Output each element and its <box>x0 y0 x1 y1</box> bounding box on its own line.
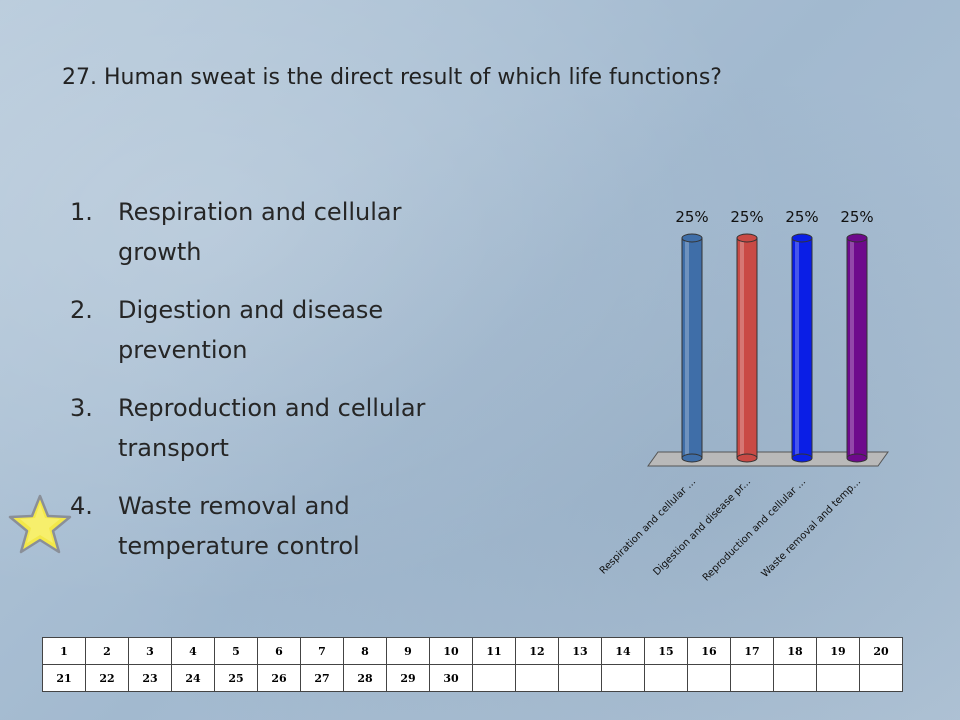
option-text: Digestion and disease prevention <box>118 296 384 364</box>
chart-data-label: 25% <box>840 208 873 226</box>
option-text: Reproduction and cellular transport <box>118 394 426 462</box>
question-title: 27. Human sweat is the direct result of … <box>62 65 722 90</box>
grid-cell <box>730 664 774 692</box>
grid-cell: 10 <box>429 637 473 665</box>
grid-cell <box>859 664 903 692</box>
grid-cell: 6 <box>257 637 301 665</box>
chart-category-label: Respiration and cellular ... <box>598 476 698 576</box>
grid-cell: 4 <box>171 637 215 665</box>
grid-cell: 5 <box>214 637 258 665</box>
grid-cell <box>515 664 559 692</box>
option-number: 1. <box>70 198 93 226</box>
grid-cell: 15 <box>644 637 688 665</box>
grid-cell: 27 <box>300 664 344 692</box>
grid-cell: 23 <box>128 664 172 692</box>
grid-cell: 29 <box>386 664 430 692</box>
chart-category-label: Reproduction and cellular ... <box>701 476 808 583</box>
grid-cell: 8 <box>343 637 387 665</box>
chart-data-label: 25% <box>675 208 708 226</box>
option-number: 2. <box>70 296 93 324</box>
grid-row: 21 22 23 24 25 26 27 28 29 30 <box>42 664 903 692</box>
chart-category-label: Digestion and disease pr... <box>651 476 753 578</box>
grid-cell: 25 <box>214 664 258 692</box>
grid-cell: 26 <box>257 664 301 692</box>
response-grid: 1 2 3 4 5 6 7 8 9 10 11 12 13 14 15 16 17 18 19 20 21 22 23 24 2… <box>42 637 903 692</box>
grid-cell: 12 <box>515 637 559 665</box>
bar-chart: 25% 25% 25% 25% Respiration and cellular ..… <box>598 208 889 584</box>
option-text: Respiration and cellular growth <box>118 198 402 266</box>
grid-cell: 13 <box>558 637 602 665</box>
answer-option-4[interactable]: 4. Waste removal and temperature control <box>70 486 470 566</box>
option-number: 3. <box>70 394 93 422</box>
grid-cell: 17 <box>730 637 774 665</box>
grid-cell: 21 <box>42 664 86 692</box>
answer-options: 1. Respiration and cellular growth 2. Di… <box>70 192 470 584</box>
grid-cell <box>773 664 817 692</box>
star-icon <box>8 494 72 554</box>
grid-cell: 28 <box>343 664 387 692</box>
chart-bar <box>681 233 703 463</box>
grid-cell: 18 <box>773 637 817 665</box>
chart-bars <box>681 233 868 463</box>
grid-cell: 16 <box>687 637 731 665</box>
answer-option-1[interactable]: 1. Respiration and cellular growth <box>70 192 470 272</box>
grid-cell: 19 <box>816 637 860 665</box>
grid-cell <box>687 664 731 692</box>
chart-bar <box>846 233 868 463</box>
grid-cell: 24 <box>171 664 215 692</box>
grid-cell: 3 <box>128 637 172 665</box>
answer-option-2[interactable]: 2. Digestion and disease prevention <box>70 290 470 370</box>
grid-cell: 1 <box>42 637 86 665</box>
option-text: Waste removal and temperature control <box>118 492 360 560</box>
grid-cell <box>644 664 688 692</box>
grid-cell: 14 <box>601 637 645 665</box>
option-number: 4. <box>70 492 93 520</box>
grid-cell: 7 <box>300 637 344 665</box>
answer-option-3[interactable]: 3. Reproduction and cellular transport <box>70 388 470 468</box>
chart-bar <box>736 233 758 463</box>
grid-cell: 20 <box>859 637 903 665</box>
chart-category-labels: Respiration and cellular ...Digestion an… <box>598 476 863 583</box>
grid-cell: 30 <box>429 664 473 692</box>
chart-data-labels: 25% 25% 25% 25% <box>675 208 873 226</box>
chart-data-label: 25% <box>785 208 818 226</box>
grid-cell <box>558 664 602 692</box>
grid-cell <box>601 664 645 692</box>
grid-cell <box>472 664 516 692</box>
grid-cell: 9 <box>386 637 430 665</box>
grid-cell: 2 <box>85 637 129 665</box>
chart-bar <box>791 233 813 463</box>
grid-cell <box>816 664 860 692</box>
grid-row: 1 2 3 4 5 6 7 8 9 10 11 12 13 14 15 16 17 18 19 20 <box>42 637 903 665</box>
chart-category-label: Waste removal and temp... <box>760 476 864 580</box>
grid-cell: 11 <box>472 637 516 665</box>
grid-cell: 22 <box>85 664 129 692</box>
chart-data-label: 25% <box>730 208 763 226</box>
